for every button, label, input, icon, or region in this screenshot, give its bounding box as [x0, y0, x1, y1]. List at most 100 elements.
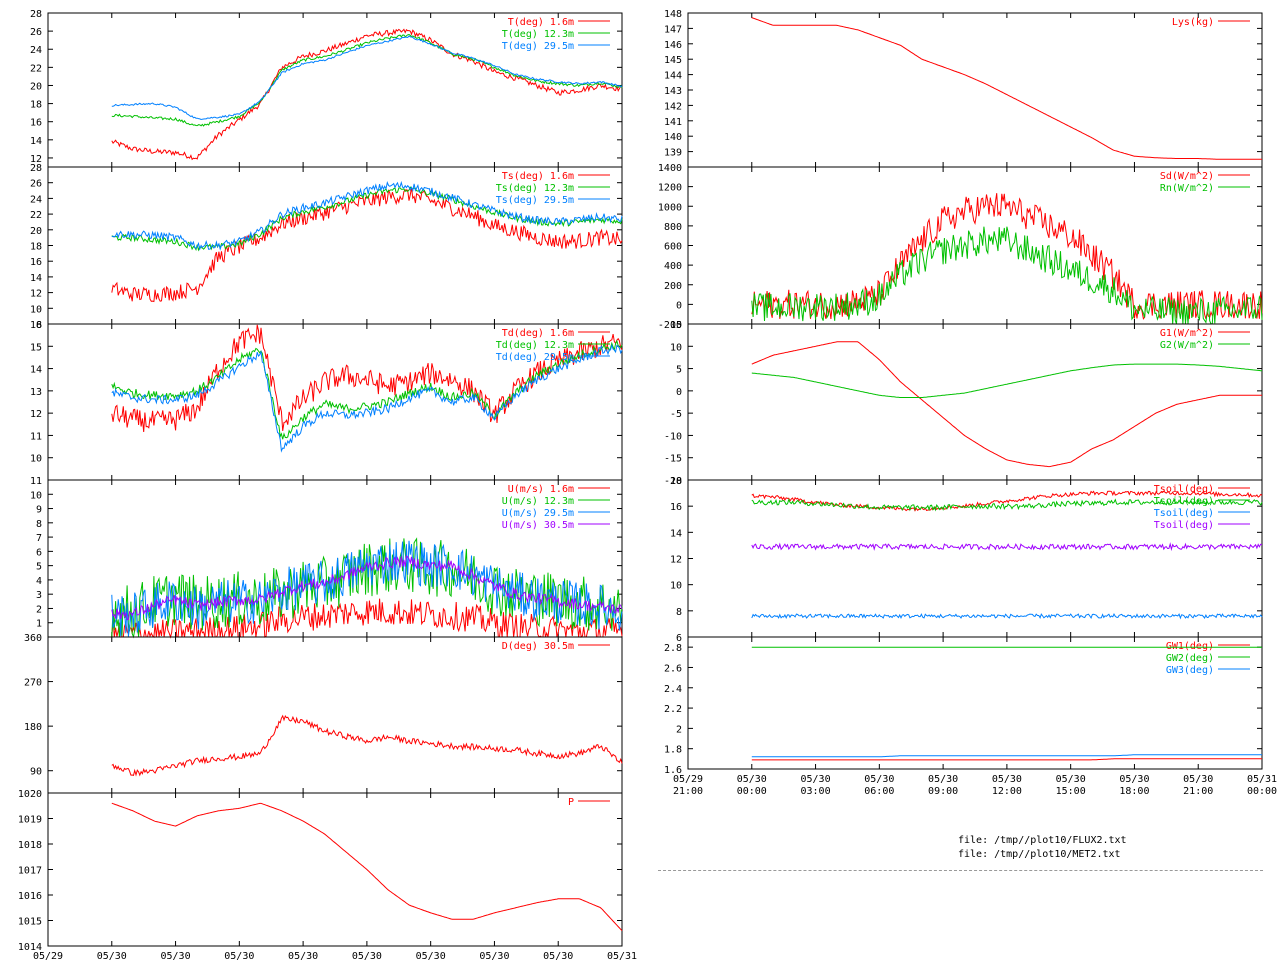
y-tick-label: 2.2	[664, 704, 682, 715]
x-tick-label-date: 05/30	[928, 774, 958, 785]
series-line	[751, 613, 1263, 620]
x-tick-label-date: 05/31	[607, 951, 637, 960]
y-tick-label: 1400	[658, 163, 682, 174]
x-tick-label-date: 05/30	[1183, 774, 1213, 785]
plot-frame	[687, 636, 1263, 770]
x-tick-label-date: 05/31	[1247, 774, 1277, 785]
y-tick-label: 147	[664, 24, 682, 35]
y-tick-label: 1018	[18, 840, 42, 851]
y-tick-label: 24	[30, 194, 42, 205]
y-tick-label: -15	[664, 454, 682, 465]
y-tick-label: 1019	[18, 815, 42, 826]
series-line	[751, 758, 1262, 761]
x-tick-label-time: 00:00	[737, 786, 767, 797]
legend-label: T(deg) 1.6m	[508, 17, 574, 28]
x-tick-label-date: 05/30	[1056, 774, 1086, 785]
x-tick-label-time: 06:00	[864, 786, 894, 797]
chart-panel-Sd: -200 0 200 400 600 800 1000 1200 1400 Sd(W/m^2)Rn…	[658, 163, 1263, 331]
legend-label: Tsoil(deg)	[1154, 508, 1214, 519]
y-tick-label: 1017	[18, 866, 42, 877]
chart-panel-D: 90 180 270 360 D(deg) 30.5m	[24, 633, 623, 794]
y-tick-label: 15	[30, 342, 42, 353]
y-tick-label: 180	[24, 722, 42, 733]
y-tick-label: 28	[30, 163, 42, 174]
y-tick-label: 139	[664, 148, 682, 159]
y-tick-label: 1	[36, 619, 42, 630]
y-tick-label: 144	[664, 71, 682, 82]
y-tick-label: 1200	[658, 183, 682, 194]
legend-label: T(deg) 12.3m	[502, 29, 574, 40]
legend-label: U(m/s) 12.3m	[502, 496, 574, 507]
plot-frame	[47, 636, 623, 794]
y-tick-label: 1.8	[664, 745, 682, 756]
file-path: file: /tmp//plot10/FLUX2.txt	[958, 835, 1127, 846]
y-tick-label: 20	[30, 81, 42, 92]
series-line	[751, 17, 1262, 160]
y-tick-label: 10	[30, 454, 42, 465]
y-tick-label: 270	[24, 678, 42, 689]
legend-label: GW1(deg)	[1166, 641, 1214, 652]
series-line	[751, 341, 1262, 468]
x-tick-label-date: 05/30	[737, 774, 767, 785]
legend-label: Td(deg) 29.5m	[496, 352, 574, 363]
x-tick-label-date: 05/30	[288, 951, 318, 960]
y-tick-label: 14	[30, 136, 42, 147]
y-tick-label: 141	[664, 117, 682, 128]
y-tick-label: 0	[676, 387, 682, 398]
y-tick-label: 16	[670, 502, 682, 513]
x-tick-label-date: 05/29	[33, 951, 63, 960]
y-tick-label: 600	[664, 242, 682, 253]
legend-label: Sd(W/m^2)	[1160, 171, 1214, 182]
y-tick-label: 90	[30, 767, 42, 778]
y-tick-label: 1014	[18, 942, 42, 953]
y-tick-label: 1.6	[664, 765, 682, 776]
y-tick-label: 800	[664, 222, 682, 233]
series-line	[111, 35, 623, 121]
y-tick-label: 360	[24, 633, 42, 644]
y-tick-label: 12	[30, 409, 42, 420]
legend-label: Ts(deg) 1.6m	[502, 171, 574, 182]
x-tick-label-date: 05/30	[992, 774, 1022, 785]
y-tick-label: 11	[30, 431, 42, 442]
x-tick-label-date: 05/29	[673, 774, 703, 785]
y-tick-label: 5	[36, 562, 42, 573]
y-tick-label: 16	[30, 320, 42, 331]
y-tick-label: 24	[30, 45, 42, 56]
y-tick-label: 10	[30, 304, 42, 315]
legend-label: U(m/s) 1.6m	[508, 484, 574, 495]
legend-label: U(m/s) 29.5m	[502, 508, 574, 519]
legend-label: Td(deg) 1.6m	[502, 328, 574, 339]
y-tick-label: 22	[30, 63, 42, 74]
legend-label: U(m/s) 30.5m	[502, 520, 574, 531]
series-line	[111, 555, 623, 621]
x-tick-label-date: 05/30	[479, 951, 509, 960]
x-tick-label-time: 00:00	[1247, 786, 1277, 797]
legend-label: GW3(deg)	[1166, 665, 1214, 676]
y-tick-label: 12	[30, 154, 42, 165]
series-line	[751, 754, 1262, 758]
y-tick-label: 8	[36, 519, 42, 530]
y-tick-label: 10	[670, 581, 682, 592]
y-tick-label: 200	[664, 281, 682, 292]
legend-label: Rn(W/m^2)	[1160, 183, 1214, 194]
x-tick-label-date: 05/30	[224, 951, 254, 960]
x-tick-label-time: 09:00	[928, 786, 958, 797]
y-tick-label: 2.8	[664, 643, 682, 654]
y-tick-label: 18	[30, 242, 42, 253]
series-line	[111, 714, 623, 777]
chart-panel-T: 12 14 16 18 20 22 24 26 28 T(deg) 1.6mT(deg) 12.3…	[30, 9, 623, 168]
chart-panel-Tsoil: 681012141618Tsoil(deg)Tsoil(deg)Tsoil(de…	[670, 476, 1263, 644]
y-tick-label: 14	[670, 528, 682, 539]
chart-panel-G: -20 -15 -10 -5 0 5 10 15 G1(W/m^2)G2(W/m^2)	[664, 320, 1263, 487]
y-tick-label: 20	[30, 226, 42, 237]
x-tick-label-time: 15:00	[1056, 786, 1086, 797]
x-tick-label-time: 21:00	[1183, 786, 1213, 797]
y-tick-label: 18	[670, 476, 682, 487]
file-list: file: /tmp//plot10/FLUX2.txt file: /tmp/…	[958, 834, 1127, 862]
y-tick-label: -5	[670, 409, 682, 420]
y-tick-label: 12	[30, 289, 42, 300]
y-tick-label: -10	[664, 431, 682, 442]
